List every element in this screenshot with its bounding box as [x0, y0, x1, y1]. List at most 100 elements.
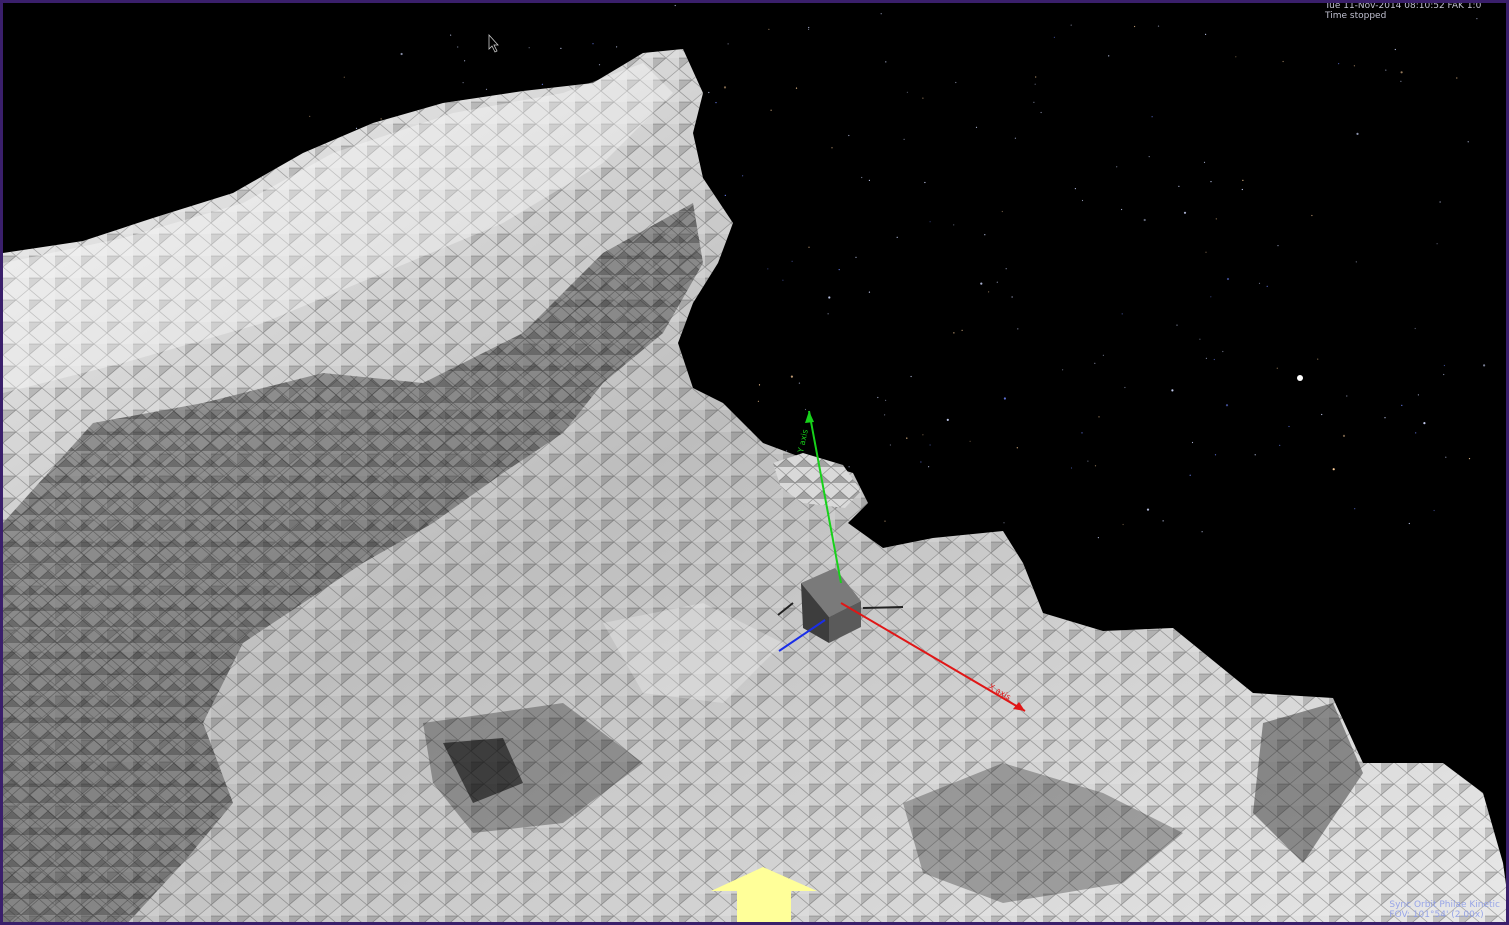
star — [868, 179, 871, 181]
star — [922, 97, 924, 99]
star — [1081, 432, 1083, 434]
star — [1226, 277, 1230, 281]
star — [1355, 261, 1357, 263]
star — [1241, 188, 1243, 191]
direction-indicator-arrow — [711, 867, 817, 922]
star — [896, 236, 898, 238]
star — [1014, 137, 1017, 139]
star — [1005, 268, 1007, 270]
star — [828, 296, 831, 299]
star — [1094, 465, 1097, 467]
star — [1116, 166, 1118, 168]
star — [343, 76, 345, 78]
star — [758, 384, 761, 386]
star — [1225, 404, 1229, 407]
star — [1242, 179, 1244, 181]
star — [1070, 467, 1073, 469]
star — [1035, 76, 1037, 78]
star — [1040, 111, 1042, 114]
star — [1203, 161, 1206, 163]
star — [464, 60, 466, 62]
star — [1094, 362, 1096, 364]
star — [1033, 101, 1035, 103]
star — [1467, 141, 1469, 143]
star — [1385, 69, 1387, 71]
star — [1108, 55, 1110, 57]
star — [1210, 296, 1212, 298]
star — [767, 268, 769, 270]
star — [861, 176, 863, 179]
scene-canvas[interactable]: X axis Y axis — [3, 3, 1509, 925]
star — [355, 127, 358, 129]
star — [541, 83, 544, 85]
star — [1408, 522, 1410, 525]
star — [380, 118, 382, 120]
star — [1148, 156, 1150, 158]
star — [1199, 338, 1201, 340]
star — [1205, 251, 1207, 253]
star — [955, 81, 957, 84]
y-axis-label: Y axis — [796, 429, 810, 455]
star — [1003, 522, 1005, 524]
star — [1394, 48, 1396, 51]
star — [1098, 416, 1100, 418]
star — [1258, 282, 1261, 284]
star — [1162, 520, 1164, 522]
star — [804, 408, 807, 411]
hud-sync-line: Sync Orbit Philae Kinetic — [1389, 900, 1500, 910]
star — [1016, 447, 1018, 449]
star — [1400, 71, 1403, 74]
star — [910, 375, 912, 378]
star — [880, 13, 882, 15]
star — [1189, 474, 1191, 476]
star — [1034, 83, 1036, 85]
star — [1074, 188, 1076, 190]
star — [1222, 350, 1224, 353]
star — [808, 246, 810, 248]
star — [1401, 404, 1403, 406]
star — [831, 147, 833, 149]
star — [877, 396, 879, 399]
star — [1353, 65, 1355, 67]
star — [1288, 425, 1290, 428]
star — [782, 279, 784, 281]
star — [1178, 185, 1180, 187]
philae-lander[interactable] — [777, 568, 904, 643]
star — [1400, 80, 1402, 82]
star — [742, 175, 744, 177]
star — [309, 115, 311, 117]
star — [1017, 328, 1019, 330]
star — [1468, 458, 1471, 460]
star — [1356, 132, 1359, 135]
star — [808, 26, 810, 29]
star — [1342, 434, 1346, 437]
star — [975, 126, 978, 128]
star — [1277, 245, 1279, 247]
star — [1311, 214, 1313, 217]
star — [715, 102, 717, 104]
star — [723, 86, 727, 89]
star — [1338, 63, 1340, 65]
star — [920, 461, 922, 463]
star — [1205, 33, 1207, 35]
star — [1176, 324, 1178, 326]
star — [1214, 454, 1217, 456]
star — [884, 414, 886, 416]
star — [1436, 243, 1438, 245]
star — [884, 520, 886, 522]
star — [1346, 395, 1348, 397]
star — [1053, 36, 1055, 39]
star — [1476, 18, 1478, 20]
star — [996, 281, 998, 283]
star — [808, 28, 810, 30]
star — [1254, 454, 1256, 456]
star — [953, 332, 955, 334]
star — [1279, 444, 1281, 446]
hud-sync-panel: Sync Orbit Philae Kinetic FOV: 101°54' (… — [1389, 900, 1500, 920]
star — [969, 440, 971, 442]
star — [1151, 116, 1153, 118]
star — [1433, 509, 1435, 512]
star — [885, 61, 887, 63]
star — [1087, 460, 1089, 462]
